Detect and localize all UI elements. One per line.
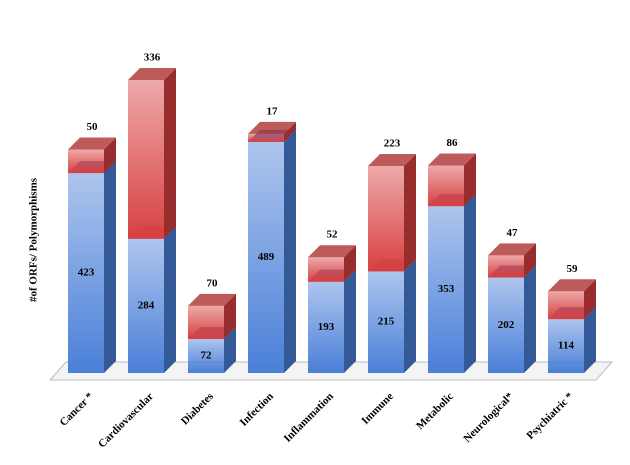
data-label: 70 bbox=[207, 277, 219, 289]
data-label: 489 bbox=[258, 251, 275, 263]
bar bbox=[128, 80, 164, 239]
bar-side bbox=[224, 293, 236, 339]
data-label: 284 bbox=[138, 299, 155, 311]
bar-top bbox=[128, 68, 176, 80]
bar bbox=[368, 166, 404, 272]
y-axis-label: #of ORFs/ Polymorphisms bbox=[28, 177, 40, 302]
data-label: 17 bbox=[267, 105, 279, 117]
data-label: 193 bbox=[318, 321, 335, 333]
data-label: 52 bbox=[327, 229, 339, 241]
bar-side bbox=[344, 269, 356, 373]
bar-side bbox=[104, 161, 116, 373]
bar bbox=[188, 338, 224, 373]
data-label: 202 bbox=[498, 319, 515, 331]
bar-top bbox=[68, 137, 116, 150]
x-tick-label: Immune bbox=[359, 390, 396, 427]
data-label: 336 bbox=[144, 52, 161, 64]
bar bbox=[68, 149, 104, 174]
bar bbox=[308, 281, 344, 373]
x-tick-label: Neurological* bbox=[461, 390, 516, 445]
bar-top bbox=[488, 243, 536, 256]
bar bbox=[488, 255, 524, 278]
bar bbox=[488, 277, 524, 373]
data-label: 114 bbox=[558, 340, 574, 352]
bar bbox=[428, 165, 464, 207]
bar bbox=[368, 271, 404, 373]
bar-side bbox=[164, 226, 176, 373]
bar-side bbox=[104, 137, 116, 174]
bar-side bbox=[284, 121, 296, 142]
data-label: 353 bbox=[438, 283, 455, 295]
data-label: 223 bbox=[384, 138, 401, 150]
bar-side bbox=[164, 68, 176, 239]
bar-side bbox=[464, 153, 476, 207]
x-tick-label: Infection bbox=[238, 390, 276, 428]
bar-top bbox=[368, 154, 416, 167]
bar-top bbox=[308, 245, 356, 258]
bar-side bbox=[464, 194, 476, 373]
data-label: 86 bbox=[447, 137, 459, 149]
bar bbox=[248, 141, 284, 373]
data-label: 47 bbox=[507, 227, 519, 239]
bar-top bbox=[428, 153, 476, 166]
data-label: 423 bbox=[78, 267, 95, 279]
bar-top bbox=[188, 293, 236, 306]
x-tick-label: Psychiatric * bbox=[524, 390, 576, 442]
bar-side bbox=[404, 154, 416, 272]
bar-side bbox=[344, 245, 356, 282]
bar-side bbox=[224, 326, 236, 373]
bar-side bbox=[524, 243, 536, 278]
data-label: 50 bbox=[87, 121, 99, 133]
bar bbox=[68, 173, 104, 373]
bar bbox=[548, 291, 584, 320]
data-label: 59 bbox=[567, 263, 579, 275]
bar-top bbox=[548, 279, 596, 292]
bar-side bbox=[284, 129, 296, 373]
bar bbox=[428, 206, 464, 373]
data-label: 72 bbox=[201, 350, 213, 362]
bar bbox=[548, 319, 584, 373]
bar bbox=[188, 305, 224, 339]
x-tick-label: Cardiovascular bbox=[96, 390, 156, 450]
x-tick-label: Diabetes bbox=[179, 390, 217, 428]
bar-side bbox=[584, 279, 596, 320]
bar-side bbox=[524, 265, 536, 373]
bar bbox=[248, 133, 284, 142]
bar bbox=[128, 238, 164, 373]
x-tick-label: Metabolic bbox=[414, 390, 456, 432]
bar-top bbox=[248, 121, 296, 134]
bar bbox=[308, 257, 344, 282]
x-tick-label: Inflammation bbox=[282, 390, 336, 444]
bar-side bbox=[584, 307, 596, 373]
x-tick-label: Cancer * bbox=[58, 390, 97, 429]
data-label: 215 bbox=[378, 316, 395, 328]
bar-side bbox=[404, 259, 416, 373]
